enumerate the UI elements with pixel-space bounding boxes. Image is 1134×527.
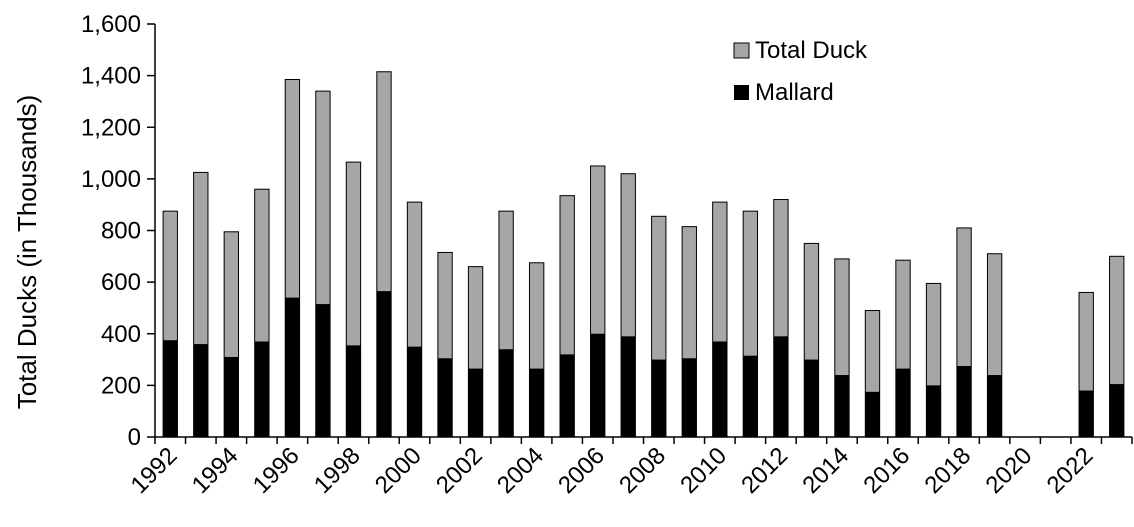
x-tick-label: 2022 — [1042, 442, 1099, 499]
bar-mallard-2001 — [437, 358, 453, 437]
x-tick-label: 2004 — [492, 442, 549, 499]
bar-mallard-2017 — [926, 385, 941, 438]
legend: Total Duck Mallard — [733, 37, 868, 106]
y-tick-label: 1,000 — [81, 166, 141, 193]
bar-mallard-2016 — [895, 368, 911, 437]
y-tick-label: 1,400 — [81, 63, 141, 90]
x-tick-label: 1996 — [248, 442, 305, 499]
y-axis-title: Total Ducks (in Thousands) — [12, 95, 42, 410]
bar-mallard-1992 — [163, 340, 178, 437]
y-tick-label: 200 — [101, 372, 141, 399]
bar-mallard-1998 — [346, 345, 361, 437]
bar-mallard-1993 — [193, 344, 208, 437]
x-axis: 1992 1994 1996 1998 2000 2002 2004 2006 2008 2010… — [126, 436, 1133, 499]
bar-mallard-1996 — [285, 297, 300, 437]
bar-mallard-2013 — [804, 359, 819, 437]
bar-mallard-2009 — [682, 358, 697, 437]
bars-group — [162, 71, 1125, 438]
bar-mallard-2004 — [529, 368, 544, 437]
y-tick-label: 1,200 — [81, 114, 141, 141]
bar-mallard-2018 — [956, 366, 972, 437]
bar-mallard-1995 — [254, 341, 270, 437]
x-tick-label: 2008 — [614, 442, 671, 499]
x-tick-label: 2018 — [919, 442, 976, 499]
bar-mallard-2022 — [1079, 390, 1094, 437]
bar-mallard-1997 — [315, 304, 331, 437]
x-tick-label: 2002 — [431, 442, 488, 499]
x-tick-label: 2020 — [981, 442, 1038, 499]
y-tick-label: 0 — [128, 424, 141, 451]
bar-mallard-2003 — [498, 349, 514, 437]
bar-mallard-2012 — [773, 336, 789, 437]
x-tick-label: 2000 — [370, 442, 427, 499]
x-tick-label: 1994 — [187, 442, 244, 499]
bar-mallard-2007 — [621, 336, 636, 437]
bar-mallard-2015 — [865, 391, 880, 437]
bar-mallard-2010 — [712, 341, 727, 437]
bar-mallard-1994 — [224, 356, 239, 437]
legend-swatch-total-duck — [733, 42, 750, 59]
y-tick-label: 1,600 — [81, 11, 141, 38]
y-tick-label: 600 — [101, 269, 141, 296]
bar-mallard-2014 — [834, 375, 850, 437]
legend-label-total-duck: Total Duck — [755, 37, 868, 64]
x-tick-label: 2010 — [675, 442, 732, 499]
legend-label-mallard: Mallard — [755, 79, 834, 106]
x-tick-label: 2014 — [797, 442, 854, 499]
bar-mallard-2006 — [590, 333, 605, 437]
bar-mallard-2008 — [651, 359, 666, 437]
x-tick-label: 1998 — [309, 442, 366, 499]
x-tick-label: 2016 — [858, 442, 915, 499]
bar-mallard-2005 — [560, 354, 575, 437]
bar-mallard-1999 — [376, 291, 392, 437]
legend-swatch-mallard — [734, 85, 749, 100]
x-tick-label: 2006 — [553, 442, 610, 499]
y-axis: 0 200 400 600 800 1,000 1,200 1,400 1,600 — [81, 11, 156, 451]
bar-mallard-2011 — [743, 355, 758, 437]
bar-mallard-2002 — [468, 368, 483, 437]
bar-mallard-2023 — [1109, 384, 1124, 437]
bar-mallard-2000 — [407, 346, 422, 437]
y-tick-label: 800 — [101, 218, 141, 245]
bar-mallard-2019 — [987, 375, 1002, 437]
x-tick-label: 2012 — [736, 442, 793, 499]
y-tick-label: 400 — [101, 321, 141, 348]
